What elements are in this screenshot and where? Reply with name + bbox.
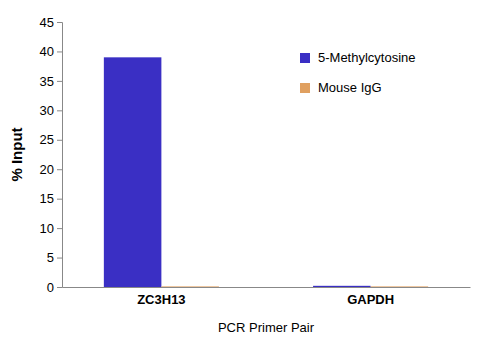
bars xyxy=(104,57,428,287)
tick-label: 45 xyxy=(40,15,54,30)
bar xyxy=(371,286,429,287)
x-axis-title: PCR Primer Pair xyxy=(218,320,315,335)
tick: 40 xyxy=(40,44,62,59)
tick-label: 30 xyxy=(40,103,54,118)
tick-mark xyxy=(57,51,62,52)
chart: 0 5 10 15 20 25 30 35 40 45 ZC3H13 GAPDH PCR Primer … xyxy=(0,0,486,344)
tick: 15 xyxy=(40,191,62,206)
bar xyxy=(104,57,162,287)
tick: 10 xyxy=(40,221,62,236)
tick-mark xyxy=(57,287,62,288)
bar xyxy=(161,286,219,287)
tick-label: 35 xyxy=(40,74,54,89)
legend-swatch xyxy=(300,83,310,93)
legend-swatch xyxy=(300,53,310,63)
tick-mark xyxy=(57,169,62,170)
tick-label: GAPDH xyxy=(347,292,394,307)
tick-label: 15 xyxy=(40,191,54,206)
y-axis: 0 5 10 15 20 25 30 35 40 45 xyxy=(40,15,63,295)
tick: 5 xyxy=(47,250,62,265)
tick: 30 xyxy=(40,103,62,118)
tick-label: ZC3H13 xyxy=(137,292,185,307)
tick-mark xyxy=(57,140,62,141)
tick: GAPDH xyxy=(347,287,394,307)
tick-mark xyxy=(57,199,62,200)
tick-label: 25 xyxy=(40,132,54,147)
tick: 45 xyxy=(40,15,62,30)
tick-label: 10 xyxy=(40,221,54,236)
axis-line xyxy=(57,23,63,288)
legend-label: Mouse IgG xyxy=(318,80,382,95)
plot: 0 5 10 15 20 25 30 35 40 45 ZC3H13 GAPDH xyxy=(40,15,471,308)
tick: ZC3H13 xyxy=(137,287,185,307)
legend: 5-Methylcytosine Mouse IgG xyxy=(300,50,416,95)
tick-mark xyxy=(57,258,62,259)
tick-mark xyxy=(57,81,62,82)
axis-line xyxy=(63,287,471,288)
tick-mark xyxy=(57,228,62,229)
tick-label: 5 xyxy=(47,250,54,265)
tick-mark xyxy=(57,22,62,23)
x-axis: ZC3H13 GAPDH xyxy=(63,287,471,307)
tick-label: 0 xyxy=(47,280,54,295)
tick-mark xyxy=(57,110,62,111)
tick: 0 xyxy=(47,280,62,295)
tick: 25 xyxy=(40,132,62,147)
tick: 20 xyxy=(40,162,62,177)
tick-label: 20 xyxy=(40,162,54,177)
bar xyxy=(313,286,371,287)
tick: 35 xyxy=(40,74,62,89)
tick-label: 40 xyxy=(40,44,54,59)
y-axis-title: % Input xyxy=(8,127,25,181)
legend-label: 5-Methylcytosine xyxy=(318,50,416,65)
